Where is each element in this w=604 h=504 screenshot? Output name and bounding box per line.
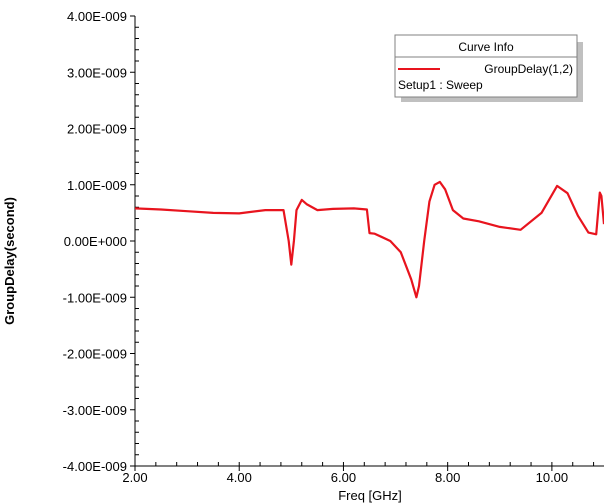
y-tick-label: 3.00E-009 <box>67 65 127 80</box>
y-tick-label: -1.00E-009 <box>63 290 127 305</box>
ticks <box>130 15 595 471</box>
tick-labels: 4.00E-009 3.00E-009 2.00E-009 1.00E-009 0.00… <box>63 9 568 485</box>
legend-box[interactable]: Curve Info GroupDelay(1,2) Setup1 : Swee… <box>394 34 583 102</box>
legend-entry-label: GroupDelay(1,2) <box>484 62 573 76</box>
legend-title: Curve Info <box>458 40 514 54</box>
x-axis-title: Freq [GHz] <box>338 488 402 503</box>
y-tick-label: 4.00E-009 <box>67 9 127 24</box>
legend-setup-label: Setup1 : Sweep <box>398 78 483 92</box>
series-line-groupdelay <box>134 180 604 299</box>
y-tick-label: 2.00E-009 <box>67 122 127 137</box>
y-tick-label: 0.00E+000 <box>64 234 127 249</box>
x-tick-label: 4.00 <box>227 470 252 485</box>
x-tick-label: 6.00 <box>331 470 356 485</box>
y-tick-label: -4.00E-009 <box>63 459 127 474</box>
y-tick-label: -2.00E-009 <box>63 347 127 362</box>
y-axis-title: GroupDelay(second) <box>2 197 17 325</box>
x-tick-label: 2.00 <box>122 470 147 485</box>
series-layer <box>134 180 604 299</box>
y-tick-label: 1.00E-009 <box>67 178 127 193</box>
x-tick-label: 8.00 <box>435 470 460 485</box>
x-tick-label: 10.00 <box>536 470 569 485</box>
legend-frame <box>394 34 578 98</box>
y-tick-label: -3.00E-009 <box>63 403 127 418</box>
